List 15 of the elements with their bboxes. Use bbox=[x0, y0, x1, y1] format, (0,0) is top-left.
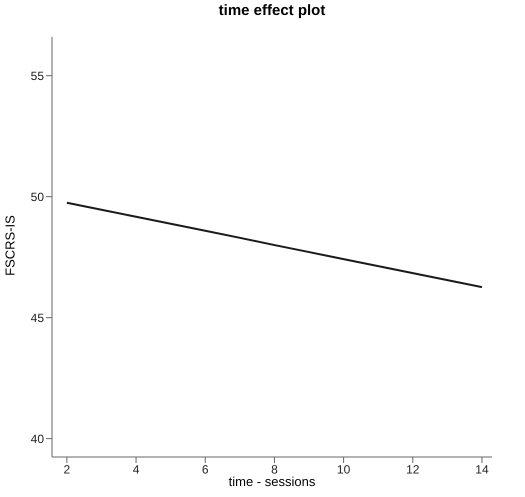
x-tick-label: 14 bbox=[475, 462, 489, 477]
chart-title: time effect plot bbox=[218, 2, 326, 19]
line-series bbox=[66, 202, 483, 288]
y-tick-label: 55 bbox=[30, 68, 44, 83]
x-tick-label: 2 bbox=[64, 462, 71, 477]
x-axis-title: time - sessions bbox=[228, 474, 316, 489]
x-tick-label: 12 bbox=[406, 462, 420, 477]
y-tick-label: 45 bbox=[30, 310, 44, 325]
y-tick-label: 50 bbox=[30, 190, 44, 204]
x-tick-label: 4 bbox=[132, 462, 140, 477]
y-tick-label: 40 bbox=[30, 432, 44, 446]
x-tick-label: 8 bbox=[271, 462, 278, 477]
x-tick-label: 10 bbox=[336, 462, 351, 477]
y-axis-title: FSCRS-IS bbox=[2, 214, 18, 278]
x-tick-label: 6 bbox=[202, 462, 209, 477]
